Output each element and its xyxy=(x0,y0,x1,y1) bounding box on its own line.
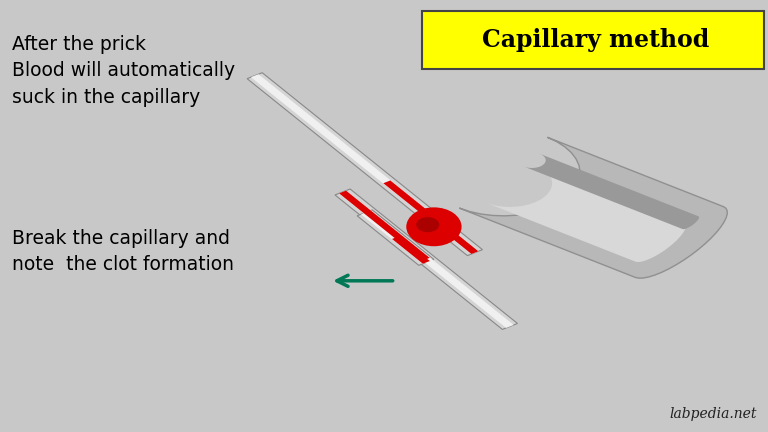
FancyBboxPatch shape xyxy=(422,11,764,69)
Polygon shape xyxy=(383,181,478,254)
Polygon shape xyxy=(247,73,482,256)
Text: Capillary method: Capillary method xyxy=(482,28,709,52)
Polygon shape xyxy=(339,191,430,260)
Polygon shape xyxy=(524,154,699,229)
Ellipse shape xyxy=(416,217,439,232)
Polygon shape xyxy=(339,191,514,328)
Polygon shape xyxy=(251,74,478,254)
Text: After the prick
Blood will automatically
suck in the capillary: After the prick Blood will automatically… xyxy=(12,35,235,107)
Polygon shape xyxy=(485,164,686,262)
Text: labpedia.net: labpedia.net xyxy=(669,407,756,421)
Polygon shape xyxy=(459,137,727,278)
Ellipse shape xyxy=(406,207,462,246)
Text: Break the capillary and
note  the clot formation: Break the capillary and note the clot fo… xyxy=(12,229,233,274)
Polygon shape xyxy=(392,236,430,264)
Polygon shape xyxy=(357,210,434,265)
Polygon shape xyxy=(335,189,518,330)
Polygon shape xyxy=(361,211,430,264)
